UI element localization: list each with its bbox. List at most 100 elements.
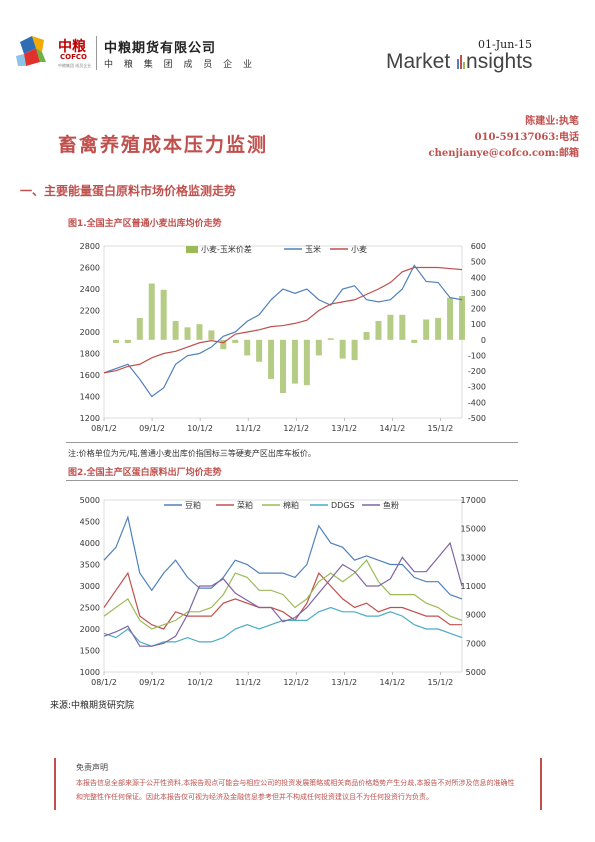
legend-label: 棉粕 bbox=[283, 500, 299, 510]
bar bbox=[208, 330, 215, 340]
bar bbox=[315, 339, 322, 356]
y-right-tick-label: -400 bbox=[468, 398, 486, 407]
disclaimer-title: 免责声明 bbox=[76, 763, 108, 772]
y-left-tick-label: 1200 bbox=[80, 414, 100, 423]
y-right-tick-label: 200 bbox=[471, 305, 486, 314]
y-right-tick-label: 17000 bbox=[461, 496, 486, 505]
bar bbox=[172, 321, 179, 340]
chart-note: 注:价格单位为元/吨,普通小麦出库价指国标三等硬麦产区出库车板价。 bbox=[68, 449, 316, 458]
bar bbox=[423, 319, 430, 340]
series-line bbox=[103, 515, 463, 600]
brand-logo-en: COFCO bbox=[60, 53, 87, 61]
y-right-tick-label: 300 bbox=[471, 289, 486, 298]
bar bbox=[303, 339, 310, 386]
series-line bbox=[103, 606, 463, 647]
email-link[interactable]: chenjianye@cofco.com:邮箱 bbox=[428, 148, 580, 159]
y-right-tick-label: 7000 bbox=[466, 639, 486, 648]
plot-area bbox=[103, 499, 463, 673]
y-right-tick-label: 500 bbox=[471, 258, 486, 267]
y-right-tick-label: 5000 bbox=[466, 668, 486, 677]
y-right-tick-label: 13000 bbox=[461, 553, 486, 562]
y-right-tick-label: 600 bbox=[471, 242, 486, 251]
section-heading: 一、主要能量蛋白原料市场价格监测走势 bbox=[20, 184, 237, 198]
bar bbox=[232, 339, 239, 343]
legend-label: 小麦-玉米价差 bbox=[201, 244, 252, 254]
legend-label: 菜粕 bbox=[237, 500, 253, 510]
y-left-tick-label: 3500 bbox=[80, 561, 100, 570]
bar bbox=[220, 339, 227, 350]
divider-line bbox=[66, 442, 518, 443]
divider-line bbox=[66, 480, 518, 481]
insights-bars-icon bbox=[457, 55, 466, 69]
x-tick-label: 13/1/2 bbox=[331, 424, 357, 433]
bar bbox=[268, 339, 275, 379]
cofco-logo-icon bbox=[16, 36, 46, 66]
y-left-tick-label: 2400 bbox=[80, 285, 100, 294]
x-tick-label: 08/1/2 bbox=[91, 678, 117, 687]
series-line bbox=[103, 559, 463, 630]
legend-swatch bbox=[186, 246, 198, 253]
x-tick-label: 09/1/2 bbox=[139, 424, 165, 433]
legend-label: 鱼粉 bbox=[383, 500, 399, 510]
brand-logo-text: 中粮 bbox=[58, 39, 86, 55]
y-left-tick-label: 3000 bbox=[80, 582, 100, 591]
email-line[interactable]: chenjianye@cofco.com:邮箱 bbox=[429, 144, 580, 159]
protein-meal-price-chart: 1000 1500 2000 2500 3000 3500 4000 4500 5000 5000… bbox=[80, 496, 486, 687]
bar bbox=[327, 338, 334, 340]
y-left-tick-label: 2500 bbox=[80, 604, 100, 613]
brand-logo-tagline: 中粮集团 成员企业 bbox=[58, 63, 92, 68]
y-right-tick-label: 9000 bbox=[466, 611, 486, 620]
y-left-tick-label: 1800 bbox=[80, 350, 100, 359]
x-tick-label: 14/1/2 bbox=[379, 678, 405, 687]
y-left-tick-label: 1400 bbox=[80, 393, 100, 402]
bar bbox=[375, 321, 382, 340]
x-tick-label: 13/1/2 bbox=[331, 678, 357, 687]
y-left-tick-label: 2200 bbox=[80, 307, 100, 316]
author-line: 陈建业:执笔 bbox=[525, 116, 579, 127]
bar bbox=[256, 339, 263, 362]
y-left-tick-label: 4000 bbox=[80, 539, 100, 548]
y-left-tick-label: 2000 bbox=[80, 328, 100, 337]
bar bbox=[459, 296, 465, 340]
y-right-tick-label: 400 bbox=[471, 273, 486, 282]
legend-label: 玉米 bbox=[305, 244, 321, 254]
legend-label: 豆粕 bbox=[185, 500, 201, 510]
series-line bbox=[103, 541, 463, 647]
y-left-tick-label: 2800 bbox=[80, 242, 100, 251]
x-tick-label: 11/1/2 bbox=[235, 424, 261, 433]
y-left-tick-label: 1000 bbox=[80, 668, 100, 677]
x-tick-label: 08/1/2 bbox=[91, 424, 117, 433]
y-right-tick-label: 15000 bbox=[461, 525, 486, 534]
market-insights-logo: Market nsights bbox=[386, 50, 533, 74]
wheat-price-chart: 120014001600180020002200240026002800-500… bbox=[80, 242, 486, 433]
figure2-title: 图2.全国主产区蛋白原料出厂均价走势 bbox=[68, 468, 222, 478]
x-tick-label: 15/1/2 bbox=[428, 424, 454, 433]
figure1-title: 图1.全国主产区普通小麦出库均价走势 bbox=[68, 219, 222, 229]
bar bbox=[411, 339, 418, 343]
y-right-tick-label: -200 bbox=[468, 367, 486, 376]
disclaimer-box: 免责声明 本报告信息全部来源于公开性资料,本报告观点可能会与相应公司的投资发展策… bbox=[54, 758, 542, 810]
bar bbox=[148, 283, 155, 340]
bar bbox=[112, 339, 119, 343]
market-insights-right: nsights bbox=[466, 50, 533, 73]
bar bbox=[280, 339, 286, 393]
series-line bbox=[103, 266, 463, 374]
disclaimer-body: 本报告信息全部来源于公开性资料,本报告观点可能会与相应公司的投资发展策略或相关商… bbox=[76, 779, 515, 801]
x-tick-label: 11/1/2 bbox=[235, 678, 261, 687]
bar bbox=[351, 339, 358, 361]
bar bbox=[399, 314, 406, 340]
y-left-tick-label: 1600 bbox=[80, 371, 100, 380]
bar bbox=[184, 327, 191, 340]
y-right-tick-label: -300 bbox=[468, 383, 486, 392]
x-tick-label: 09/1/2 bbox=[139, 678, 165, 687]
bar bbox=[339, 339, 346, 359]
bar bbox=[447, 297, 454, 340]
company-name: 中粮期货有限公司 bbox=[104, 41, 217, 56]
y-left-tick-label: 2000 bbox=[80, 625, 100, 634]
x-tick-label: 14/1/2 bbox=[379, 424, 405, 433]
report-title: 畜禽养殖成本压力监测 bbox=[58, 134, 269, 156]
y-right-tick-label: -500 bbox=[468, 414, 486, 423]
bar bbox=[244, 339, 251, 356]
x-tick-label: 15/1/2 bbox=[428, 678, 454, 687]
legend-label: DDGS bbox=[331, 501, 355, 510]
